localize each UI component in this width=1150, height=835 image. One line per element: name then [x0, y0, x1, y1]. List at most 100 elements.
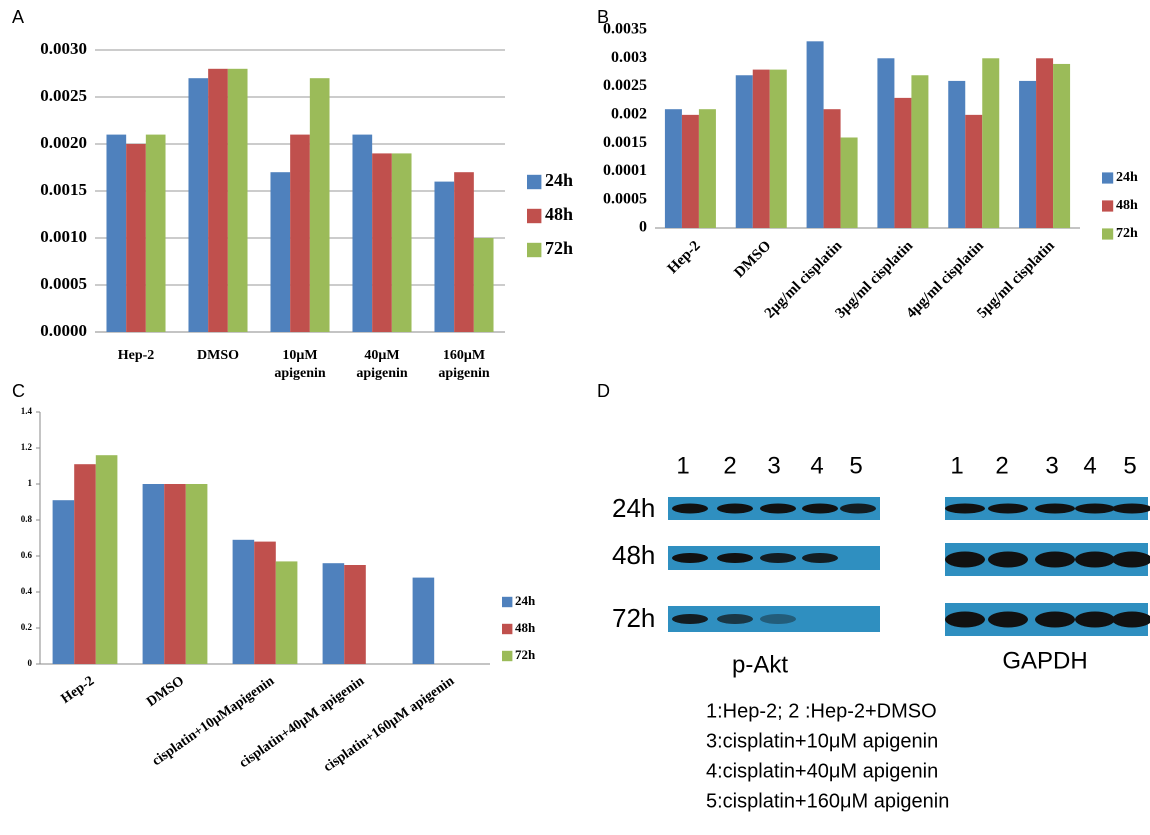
y-tick-label: 0	[28, 658, 33, 668]
legend-label: 48h	[545, 204, 573, 224]
legend-label: 24h	[1116, 170, 1138, 185]
panel-label: A	[12, 7, 24, 27]
band	[988, 611, 1028, 628]
lane-number: 1	[950, 452, 963, 479]
band	[1075, 551, 1115, 568]
blot-label: GAPDH	[1002, 647, 1087, 674]
bar	[188, 78, 209, 332]
band	[760, 553, 796, 563]
legend-swatch	[1102, 172, 1114, 184]
y-tick-label: 0.2	[21, 622, 33, 632]
legend-label: 48h	[1116, 198, 1138, 213]
lane-number: 2	[723, 452, 736, 479]
legend-label: 72h	[545, 238, 573, 258]
bar	[806, 41, 824, 228]
y-tick-label: 1.4	[21, 406, 33, 416]
x-tick-label: Hep-2	[59, 674, 98, 707]
y-tick-label: 0.0015	[603, 134, 647, 151]
blot-label: p-Akt	[732, 651, 788, 678]
lane-number: 4	[1083, 452, 1096, 479]
band	[988, 551, 1028, 568]
y-tick-label: 0.003	[611, 49, 647, 66]
band	[802, 503, 838, 514]
band	[988, 503, 1028, 514]
band	[760, 503, 796, 514]
band	[1035, 611, 1075, 628]
bar	[95, 455, 118, 664]
bar	[164, 484, 186, 664]
y-tick-label: 0.002	[611, 106, 647, 123]
y-tick-label: 0.0035	[603, 21, 647, 38]
panel-label: D	[597, 381, 610, 401]
bar	[681, 114, 699, 228]
bar	[391, 153, 412, 332]
legend-swatch	[502, 596, 513, 608]
legend-line: 3:cisplatin+10μM apigenin	[706, 730, 938, 752]
y-tick-label: 1.2	[21, 442, 33, 452]
legend-label: 72h	[1116, 226, 1138, 241]
bar	[894, 97, 912, 228]
bar	[270, 172, 291, 332]
bar	[227, 68, 248, 333]
legend-line: 4:cisplatin+40μM apigenin	[706, 760, 938, 782]
band	[1035, 551, 1075, 568]
bar	[965, 114, 983, 228]
legend-swatch	[502, 650, 513, 662]
legend-swatch	[1102, 228, 1114, 240]
band	[672, 614, 708, 624]
band	[945, 551, 985, 568]
bar	[352, 134, 373, 332]
band	[672, 553, 708, 563]
bar	[982, 58, 1000, 229]
band	[945, 503, 985, 514]
legend-swatch	[527, 242, 542, 258]
y-tick-label: 0.0000	[40, 321, 87, 340]
band	[717, 614, 753, 624]
x-tick-label: DMSO	[197, 348, 239, 363]
bar	[322, 563, 345, 664]
bar	[372, 153, 392, 332]
bar	[735, 75, 753, 228]
bar	[52, 500, 75, 664]
x-tick-label: 40μM apigenin	[356, 348, 408, 381]
y-tick-label: 0	[639, 219, 647, 236]
bar	[1036, 58, 1054, 229]
y-tick-label: 0.0025	[40, 86, 87, 105]
x-tick-label: 10μM apigenin	[274, 348, 326, 381]
x-tick-label: 160μM apigenin	[438, 348, 490, 381]
y-tick-label: 0.0001	[603, 162, 647, 179]
x-tick-label: Hep-2	[665, 238, 704, 277]
bar	[698, 109, 716, 228]
y-tick-label: 0.4	[21, 586, 33, 596]
bar	[877, 58, 895, 229]
bar	[840, 137, 858, 228]
legend-line: 1:Hep-2; 2 :Hep-2+DMSO	[706, 700, 937, 722]
bar	[434, 181, 455, 332]
legend-line: 5:cisplatin+160μM apigenin	[706, 790, 949, 812]
band	[717, 503, 753, 514]
legend-swatch	[527, 174, 542, 190]
bar	[185, 484, 208, 664]
panel-label: B	[597, 7, 609, 27]
y-tick-label: 0.6	[21, 550, 33, 560]
band	[1112, 503, 1150, 514]
x-tick-label: 5μg/ml cisplatin	[974, 237, 1058, 321]
legend-label: 72h	[515, 647, 536, 662]
bar	[275, 561, 298, 664]
band	[717, 553, 753, 563]
band	[1075, 503, 1115, 514]
band	[760, 614, 796, 624]
legend-label: 24h	[545, 170, 573, 190]
bar	[145, 134, 166, 332]
y-tick-label: 0.0030	[40, 39, 87, 58]
bar	[254, 541, 276, 664]
x-tick-label: DMSO	[731, 238, 774, 281]
row-label: 24h	[612, 493, 655, 523]
bar	[752, 69, 770, 228]
y-tick-label: 0.0010	[40, 227, 87, 246]
bar	[473, 238, 494, 332]
y-tick-label: 1	[28, 478, 33, 488]
y-tick-label: 0.8	[21, 514, 33, 524]
bar	[948, 80, 966, 229]
